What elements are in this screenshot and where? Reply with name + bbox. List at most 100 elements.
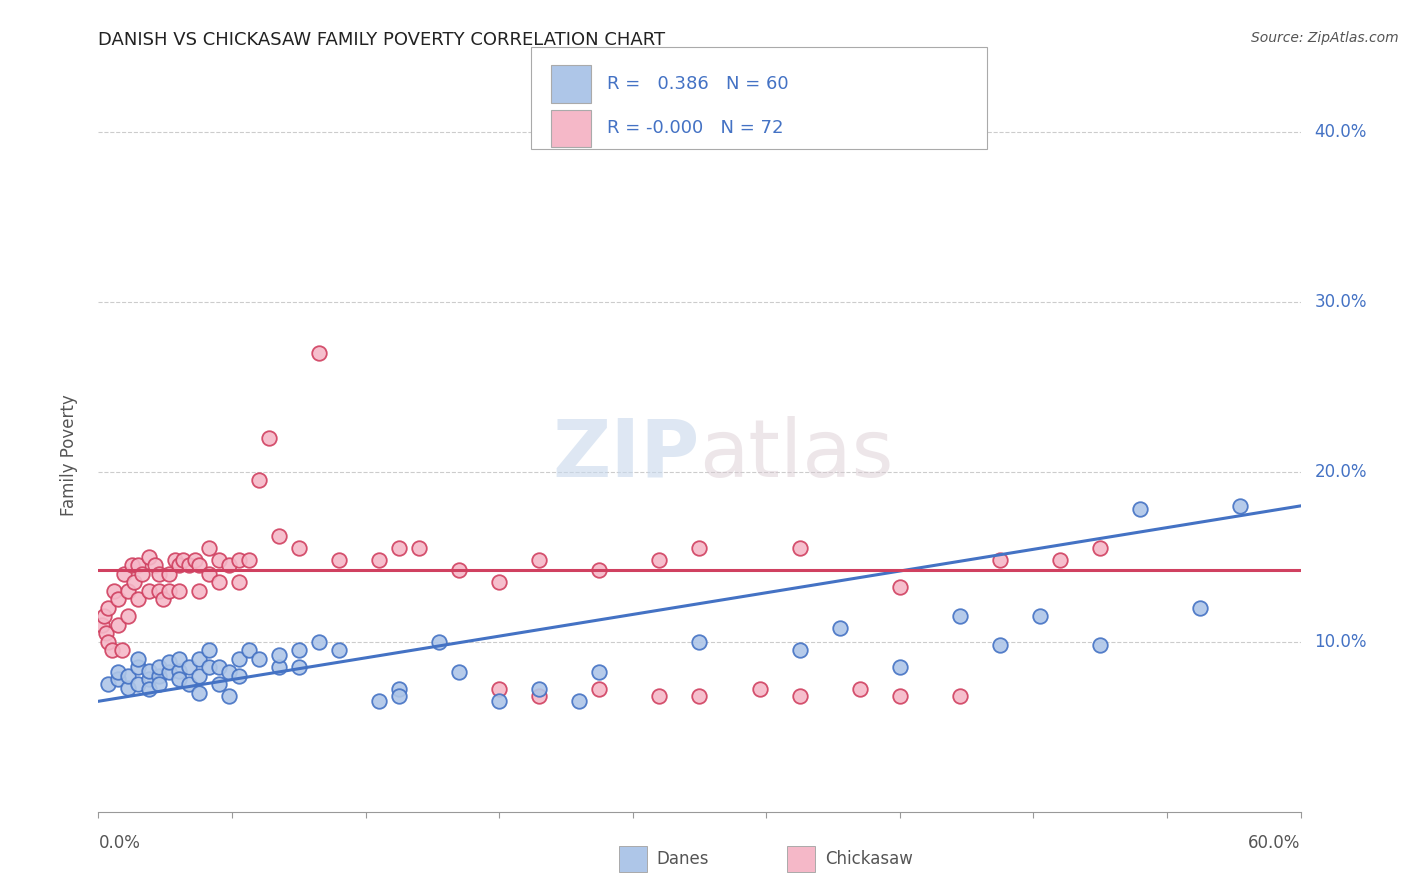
Point [267,648,290,663]
Point [167,652,190,666]
Point [148,566,170,581]
Text: Chickasaw: Chickasaw [825,850,914,868]
Point [157,655,180,669]
Point [187,669,209,683]
Point [197,643,219,657]
Point [1049,553,1071,567]
Point [167,583,190,598]
Point [91,617,114,632]
Point [889,660,911,674]
Point [128,592,150,607]
Point [257,431,280,445]
Point [588,682,610,697]
Point [101,643,124,657]
Y-axis label: Family Poverty: Family Poverty [59,394,77,516]
Point [447,564,470,578]
Point [97,635,120,649]
Point [529,689,551,703]
Point [368,694,391,708]
Point [949,689,972,703]
Point [889,689,911,703]
Point [148,583,170,598]
Point [288,541,311,556]
Text: 60.0%: 60.0% [1249,834,1301,852]
Text: atlas: atlas [699,416,894,494]
Point [148,669,170,683]
Point [111,643,134,657]
Point [187,558,209,573]
Point [103,583,125,598]
Point [93,609,115,624]
Point [124,575,146,590]
Point [988,553,1011,567]
Point [748,682,770,697]
Point [238,553,260,567]
Point [197,660,219,674]
Point [167,664,190,678]
Point [97,600,120,615]
Text: 0.0%: 0.0% [98,834,141,852]
Point [187,583,209,598]
Point [177,660,200,674]
Text: Source: ZipAtlas.com: Source: ZipAtlas.com [1251,31,1399,45]
Point [114,566,136,581]
Point [228,553,250,567]
Point [1189,600,1212,615]
Point [648,689,671,703]
Text: 40.0%: 40.0% [1315,123,1367,141]
Point [238,643,260,657]
Point [1029,609,1052,624]
Point [117,609,139,624]
Point [889,581,911,595]
Point [789,541,811,556]
Point [208,575,231,590]
Point [588,564,610,578]
Point [688,541,710,556]
Point [1129,502,1152,516]
Point [688,689,710,703]
Point [388,689,411,703]
Point [138,583,160,598]
Point [187,652,209,666]
Point [128,652,150,666]
Point [247,474,270,488]
Text: 10.0%: 10.0% [1315,632,1367,651]
Point [488,694,510,708]
Point [267,660,290,674]
Point [849,682,872,697]
Point [107,672,129,686]
Point [488,682,510,697]
Point [648,553,671,567]
Point [117,681,139,695]
Point [128,558,150,573]
Point [163,553,186,567]
Point [208,660,231,674]
Point [288,643,311,657]
Point [157,665,180,680]
Point [1229,499,1251,513]
Point [789,643,811,657]
Point [228,575,250,590]
Point [267,529,290,543]
Point [208,677,231,691]
Point [138,549,160,564]
Text: R =   0.386   N = 60: R = 0.386 N = 60 [607,75,789,93]
Point [688,635,710,649]
Text: 30.0%: 30.0% [1315,293,1367,311]
Point [308,346,330,360]
Point [157,583,180,598]
Point [568,694,591,708]
Point [128,677,150,691]
Point [148,660,170,674]
Point [131,566,153,581]
Point [368,553,391,567]
Point [138,682,160,697]
Point [121,558,143,573]
Point [107,665,129,680]
Point [1088,541,1111,556]
Point [107,592,129,607]
Text: DANISH VS CHICKASAW FAMILY POVERTY CORRELATION CHART: DANISH VS CHICKASAW FAMILY POVERTY CORRE… [98,31,665,49]
Text: 20.0%: 20.0% [1315,463,1367,481]
Point [388,682,411,697]
Point [447,665,470,680]
